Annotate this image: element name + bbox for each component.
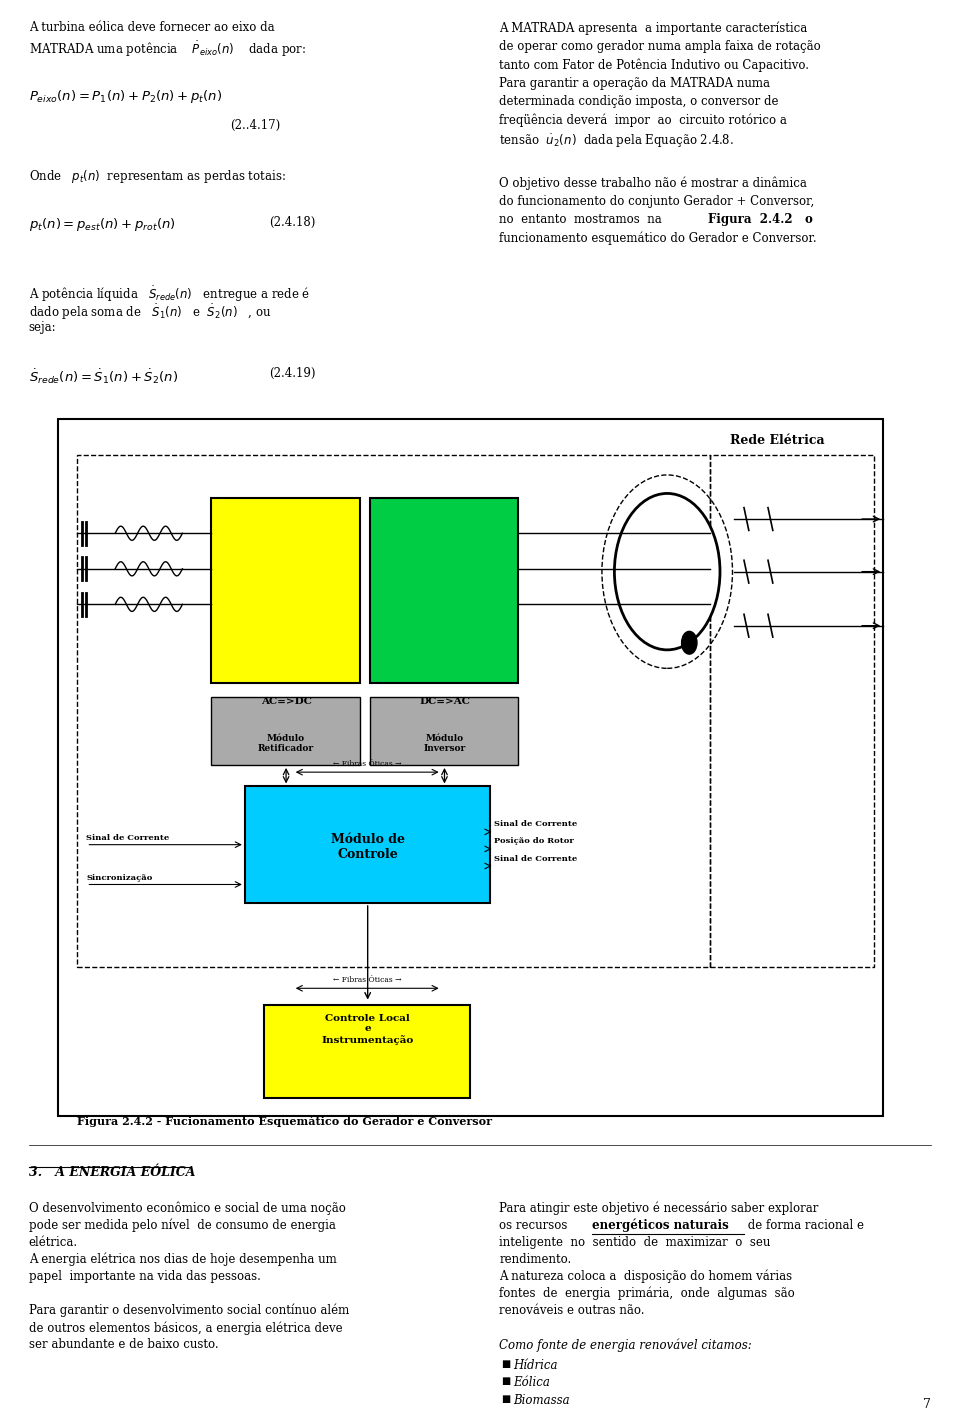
Text: A turbina eólica deve fornecer ao eixo da: A turbina eólica deve fornecer ao eixo d… (29, 21, 275, 34)
FancyBboxPatch shape (264, 1005, 470, 1098)
Text: ← Fibras Óticas →: ← Fibras Óticas → (333, 759, 402, 768)
Circle shape (682, 631, 697, 654)
Text: $\dot{S}_{rede}(n) = \dot{S}_1(n) + \dot{S}_2(n)$: $\dot{S}_{rede}(n) = \dot{S}_1(n) + \dot… (29, 367, 178, 385)
Text: MATRADA uma potência    $\dot{P}_{eixo}(n)$    dada por:: MATRADA uma potência $\dot{P}_{eixo}(n)$… (29, 40, 306, 60)
Text: no  entanto  mostramos  na: no entanto mostramos na (499, 213, 662, 226)
Text: Sinal de Corrente: Sinal de Corrente (494, 855, 578, 863)
Text: Controle Local
e
Instrumentação: Controle Local e Instrumentação (322, 1014, 414, 1045)
Text: Sinal de Corrente: Sinal de Corrente (494, 819, 578, 828)
FancyBboxPatch shape (370, 697, 518, 765)
Text: Módulo
Inversor: Módulo Inversor (423, 734, 466, 754)
Text: Módulo
Retificador: Módulo Retificador (258, 734, 314, 754)
Text: $p_t(n) = p_{est}(n) + p_{rot}(n)$: $p_t(n) = p_{est}(n) + p_{rot}(n)$ (29, 216, 176, 233)
Text: dado pela soma de   $\dot{S}_1(n)$   e  $\dot{S}_2(n)$   , ou: dado pela soma de $\dot{S}_1(n)$ e $\dot… (29, 303, 272, 323)
Text: DC=>AC: DC=>AC (420, 697, 469, 705)
Text: O objetivo desse trabalho não é mostrar a dinâmica: O objetivo desse trabalho não é mostrar … (499, 176, 807, 189)
Circle shape (614, 493, 720, 650)
Text: (2.4.18): (2.4.18) (269, 216, 315, 229)
Text: freqüência deverá  impor  ao  circuito rotórico a: freqüência deverá impor ao circuito rotó… (499, 114, 787, 127)
Text: Figura  2.4.2   o: Figura 2.4.2 o (708, 213, 812, 226)
Text: Sincronização: Sincronização (86, 873, 153, 882)
Text: Biomassa: Biomassa (514, 1394, 570, 1406)
Text: AC=>DC: AC=>DC (261, 697, 311, 705)
Text: Figura 2.4.2 - Fucionamento Esquemático do Gerador e Conversor: Figura 2.4.2 - Fucionamento Esquemático … (77, 1116, 492, 1128)
Text: 7: 7 (924, 1398, 931, 1411)
Text: $P_{eixo}(n) = P_1(n) + P_2(n) + p_t(n)$: $P_{eixo}(n) = P_1(n) + P_2(n) + p_t(n)$ (29, 88, 222, 105)
Text: (2..4.17): (2..4.17) (230, 119, 280, 132)
Text: rendimento.: rendimento. (499, 1253, 571, 1266)
Text: A potência líquida   $\dot{S}_{rede}(n)$   entregue a rede é: A potência líquida $\dot{S}_{rede}(n)$ e… (29, 284, 310, 304)
Text: os recursos: os recursos (499, 1219, 567, 1231)
Text: Para atingir este objetivo é necessário saber explorar: Para atingir este objetivo é necessário … (499, 1202, 819, 1214)
Text: determinada condição imposta, o conversor de: determinada condição imposta, o converso… (499, 95, 779, 108)
Text: fontes  de  energia  primária,  onde  algumas  são: fontes de energia primária, onde algumas… (499, 1287, 795, 1300)
Text: renováveis e outras não.: renováveis e outras não. (499, 1304, 645, 1317)
Text: energéticos naturais: energéticos naturais (592, 1219, 729, 1231)
Text: A MATRADA apresenta  a importante característica: A MATRADA apresenta a importante caracte… (499, 21, 807, 34)
Text: (2.4.19): (2.4.19) (269, 367, 315, 380)
Text: seja:: seja: (29, 321, 57, 334)
Text: tensão  $\dot{u}_2(n)$  dada pela Equação 2.4.8.: tensão $\dot{u}_2(n)$ dada pela Equação … (499, 132, 734, 149)
Text: Hídrica: Hídrica (514, 1359, 558, 1372)
Text: Rede Elétrica: Rede Elétrica (730, 434, 825, 447)
Text: A energia elétrica nos dias de hoje desempenha um: A energia elétrica nos dias de hoje dese… (29, 1253, 337, 1266)
Text: elétrica.: elétrica. (29, 1236, 78, 1249)
Text: papel  importante na vida das pessoas.: papel importante na vida das pessoas. (29, 1270, 261, 1283)
Text: Módulo de
Controle: Módulo de Controle (330, 833, 405, 862)
Text: funcionamento esquemático do Gerador e Conversor.: funcionamento esquemático do Gerador e C… (499, 232, 817, 245)
Text: de operar como gerador numa ampla faixa de rotação: de operar como gerador numa ampla faixa … (499, 40, 821, 53)
Text: 3.   A ENERGIA EÓLICA: 3. A ENERGIA EÓLICA (29, 1166, 195, 1179)
Text: O desenvolvimento econômico e social de uma noção: O desenvolvimento econômico e social de … (29, 1202, 346, 1214)
Text: Onde   $p_t(n)$  representam as perdas totais:: Onde $p_t(n)$ representam as perdas tota… (29, 168, 286, 185)
FancyBboxPatch shape (58, 419, 883, 1116)
FancyBboxPatch shape (211, 697, 360, 765)
Text: Sinal de Corrente: Sinal de Corrente (86, 833, 170, 842)
Text: Eólica: Eólica (514, 1376, 550, 1389)
Text: ■: ■ (501, 1376, 511, 1386)
Text: Posição do Rotor: Posição do Rotor (494, 836, 574, 845)
Text: ■: ■ (501, 1394, 511, 1404)
Text: Para garantir a operação da MATRADA numa: Para garantir a operação da MATRADA numa (499, 77, 770, 90)
Text: ser abundante e de baixo custo.: ser abundante e de baixo custo. (29, 1338, 219, 1351)
Text: inteligente  no  sentido  de  maximizar  o  seu: inteligente no sentido de maximizar o se… (499, 1236, 771, 1249)
Text: de forma racional e: de forma racional e (744, 1219, 864, 1231)
Text: A natureza coloca a  disposição do homem várias: A natureza coloca a disposição do homem … (499, 1270, 792, 1283)
FancyBboxPatch shape (211, 498, 360, 683)
FancyBboxPatch shape (245, 786, 490, 903)
Text: pode ser medida pelo nível  de consumo de energia: pode ser medida pelo nível de consumo de… (29, 1219, 336, 1231)
Text: de outros elementos básicos, a energia elétrica deve: de outros elementos básicos, a energia e… (29, 1321, 343, 1334)
Text: tanto com Fator de Potência Indutivo ou Capacitivo.: tanto com Fator de Potência Indutivo ou … (499, 58, 809, 71)
Text: do funcionamento do conjunto Gerador + Conversor,: do funcionamento do conjunto Gerador + C… (499, 195, 814, 208)
Text: Para garantir o desenvolvimento social contínuo além: Para garantir o desenvolvimento social c… (29, 1304, 349, 1317)
FancyBboxPatch shape (370, 498, 518, 683)
Text: ← Fibras Óticas →: ← Fibras Óticas → (333, 975, 402, 984)
Text: ■: ■ (501, 1359, 511, 1369)
Text: Como fonte de energia renovável citamos:: Como fonte de energia renovável citamos: (499, 1338, 752, 1351)
